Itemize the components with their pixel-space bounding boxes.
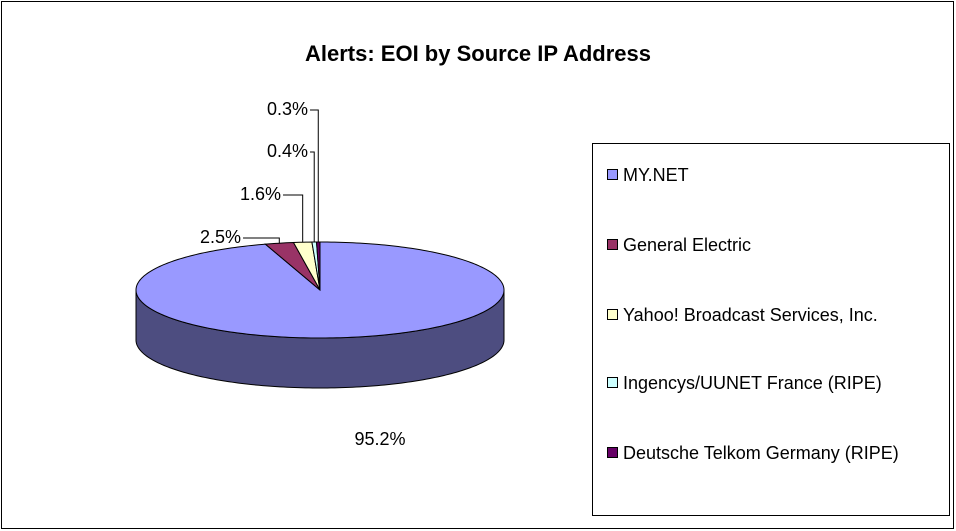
- legend-label: General Electric: [623, 235, 752, 255]
- legend-label: Ingencys/UUNET France (RIPE): [623, 373, 882, 393]
- legend-swatch: [607, 239, 618, 250]
- legend-entry: General Electric: [607, 232, 956, 258]
- data-label: 1.6%: [240, 184, 281, 204]
- data-label: 2.5%: [200, 227, 241, 247]
- legend-swatch: [607, 377, 618, 388]
- legend: MY.NET General Electric Yahoo! Broadcast S…: [592, 143, 950, 516]
- legend-entry: Ingencys/UUNET France (RIPE): [607, 370, 956, 396]
- leader-line: [243, 237, 280, 244]
- leader-line: [310, 109, 319, 243]
- leader-line: [310, 151, 315, 243]
- legend-entry: Yahoo! Broadcast Services, Inc.: [607, 302, 956, 328]
- legend-label: Yahoo! Broadcast Services, Inc.: [623, 305, 878, 325]
- chart-title: Alerts: EOI by Source IP Address: [305, 41, 651, 66]
- legend-swatch: [607, 309, 618, 320]
- data-label: 95.2%: [354, 429, 405, 449]
- legend-swatch: [607, 169, 618, 180]
- data-label: 0.3%: [267, 99, 308, 119]
- data-label: 0.4%: [267, 141, 308, 161]
- legend-entry: MY.NET: [607, 162, 956, 188]
- leader-line: [283, 194, 304, 243]
- legend-swatch: [607, 447, 618, 458]
- legend-label: MY.NET: [623, 165, 689, 185]
- legend-entry: Deutsche Telkom Germany (RIPE): [607, 440, 956, 466]
- legend-label: Deutsche Telkom Germany (RIPE): [623, 443, 899, 463]
